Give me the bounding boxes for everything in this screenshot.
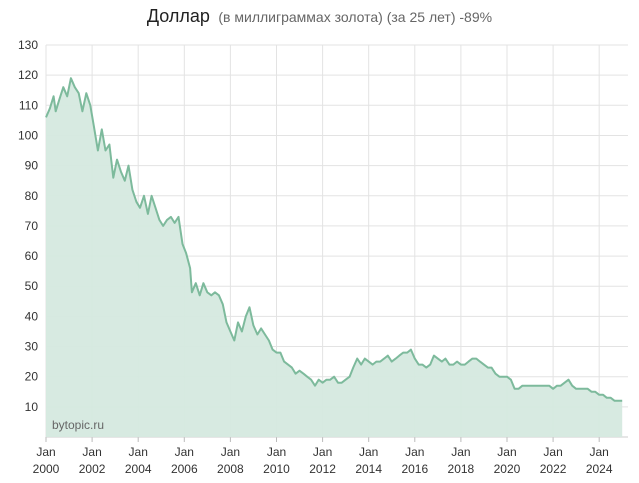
- y-tick-label: 70: [25, 219, 39, 233]
- x-tick-month: Jan: [497, 445, 516, 459]
- x-tick-label: Jan 2004: [125, 445, 152, 476]
- x-tick-month: Jan: [82, 445, 101, 459]
- x-tick-label: Jan 2016: [401, 445, 428, 476]
- y-tick-label: 20: [25, 370, 39, 384]
- x-tick-year: 2012: [309, 462, 336, 476]
- x-tick-month: Jan: [451, 445, 470, 459]
- x-tick-month: Jan: [129, 445, 148, 459]
- y-tick-label: 90: [25, 159, 39, 173]
- y-tick-label: 100: [18, 128, 38, 142]
- y-tick-label: 130: [18, 38, 38, 52]
- x-tick-year: 2018: [448, 462, 475, 476]
- x-tick-label: Jan 2014: [355, 445, 382, 476]
- y-tick-label: 50: [25, 279, 39, 293]
- x-tick-year: 2000: [33, 462, 60, 476]
- x-tick-label: Jan 2022: [540, 445, 567, 476]
- series-area: [46, 78, 623, 437]
- x-tick-month: Jan: [175, 445, 194, 459]
- x-tick-year: 2008: [217, 462, 244, 476]
- x-tick-month: Jan: [590, 445, 609, 459]
- y-tick-label: 40: [25, 309, 39, 323]
- x-tick-label: Jan 2012: [309, 445, 336, 476]
- y-tick-label: 80: [25, 189, 39, 203]
- x-tick-year: 2010: [263, 462, 290, 476]
- x-tick-label: Jan 2010: [263, 445, 290, 476]
- series-line: [45, 77, 623, 402]
- x-tick-year: 2004: [125, 462, 152, 476]
- area-layer: [45, 77, 623, 437]
- x-tick-year: 2024: [586, 462, 613, 476]
- y-tick-label: 110: [19, 98, 38, 112]
- x-tick-label: Jan 2020: [494, 445, 521, 476]
- chart-title: Доллар: [147, 6, 210, 26]
- x-tick-year: 2002: [79, 462, 106, 476]
- x-tick-year: 2022: [540, 462, 567, 476]
- x-tick-label: Jan 2006: [171, 445, 198, 476]
- x-tick-month: Jan: [221, 445, 240, 459]
- x-tick-month: Jan: [359, 445, 378, 459]
- x-tick-label: Jan 2024: [586, 445, 613, 476]
- x-tick-month: Jan: [267, 445, 286, 459]
- y-tick-label: 30: [25, 340, 39, 354]
- y-tick-label: 60: [25, 249, 39, 263]
- x-tick-label: Jan 2008: [217, 445, 244, 476]
- x-tick-month: Jan: [405, 445, 424, 459]
- x-axis: Jan 2000 Jan 2002 Jan 2004 Jan 2006 Jan 2008 Jan 20…: [33, 445, 613, 476]
- x-tick-year: 2016: [401, 462, 428, 476]
- x-tick-label: Jan 2018: [448, 445, 475, 476]
- watermark: bytopic.ru: [52, 418, 104, 432]
- x-tick-year: 2014: [355, 462, 382, 476]
- x-tick-year: 2020: [494, 462, 521, 476]
- chart-title-group: Доллар (в миллиграммах золота) (за 25 ле…: [147, 6, 492, 26]
- chart-subtitle: (в миллиграммах золота) (за 25 лет) -89%: [218, 9, 492, 25]
- x-tick-label: Jan 2000: [33, 445, 60, 476]
- y-axis: 10 20 30 40 50 60 70 80 90 100 110 120 130: [18, 38, 38, 414]
- y-tick-label: 10: [25, 400, 39, 414]
- y-tick-label: 120: [18, 68, 38, 82]
- x-tick-month: Jan: [313, 445, 332, 459]
- x-tick-month: Jan: [543, 445, 562, 459]
- x-tick-year: 2006: [171, 462, 198, 476]
- x-tick-month: Jan: [36, 445, 55, 459]
- x-tick-label: Jan 2002: [79, 445, 106, 476]
